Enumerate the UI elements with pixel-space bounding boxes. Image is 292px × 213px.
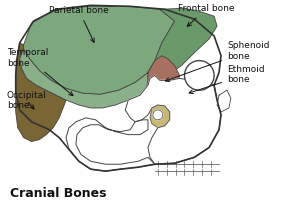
Text: Temporal
bone: Temporal bone bbox=[7, 48, 73, 96]
Polygon shape bbox=[16, 5, 221, 171]
Polygon shape bbox=[66, 118, 155, 171]
Polygon shape bbox=[125, 75, 221, 164]
Text: Occipital
bone: Occipital bone bbox=[7, 91, 47, 110]
Text: Cranial Bones: Cranial Bones bbox=[10, 187, 106, 200]
Circle shape bbox=[153, 110, 163, 120]
Polygon shape bbox=[217, 90, 231, 112]
Polygon shape bbox=[24, 6, 175, 94]
Text: Sphenoid
bone: Sphenoid bone bbox=[166, 41, 270, 82]
Text: Frontal bone: Frontal bone bbox=[178, 4, 234, 26]
Text: Ethmoid
bone: Ethmoid bone bbox=[189, 65, 265, 94]
Circle shape bbox=[185, 61, 214, 90]
Polygon shape bbox=[150, 105, 170, 128]
Polygon shape bbox=[20, 49, 148, 108]
Polygon shape bbox=[148, 8, 217, 80]
Polygon shape bbox=[16, 43, 66, 141]
Polygon shape bbox=[145, 56, 180, 100]
Polygon shape bbox=[175, 85, 194, 107]
Text: Parietal bone: Parietal bone bbox=[49, 6, 109, 42]
